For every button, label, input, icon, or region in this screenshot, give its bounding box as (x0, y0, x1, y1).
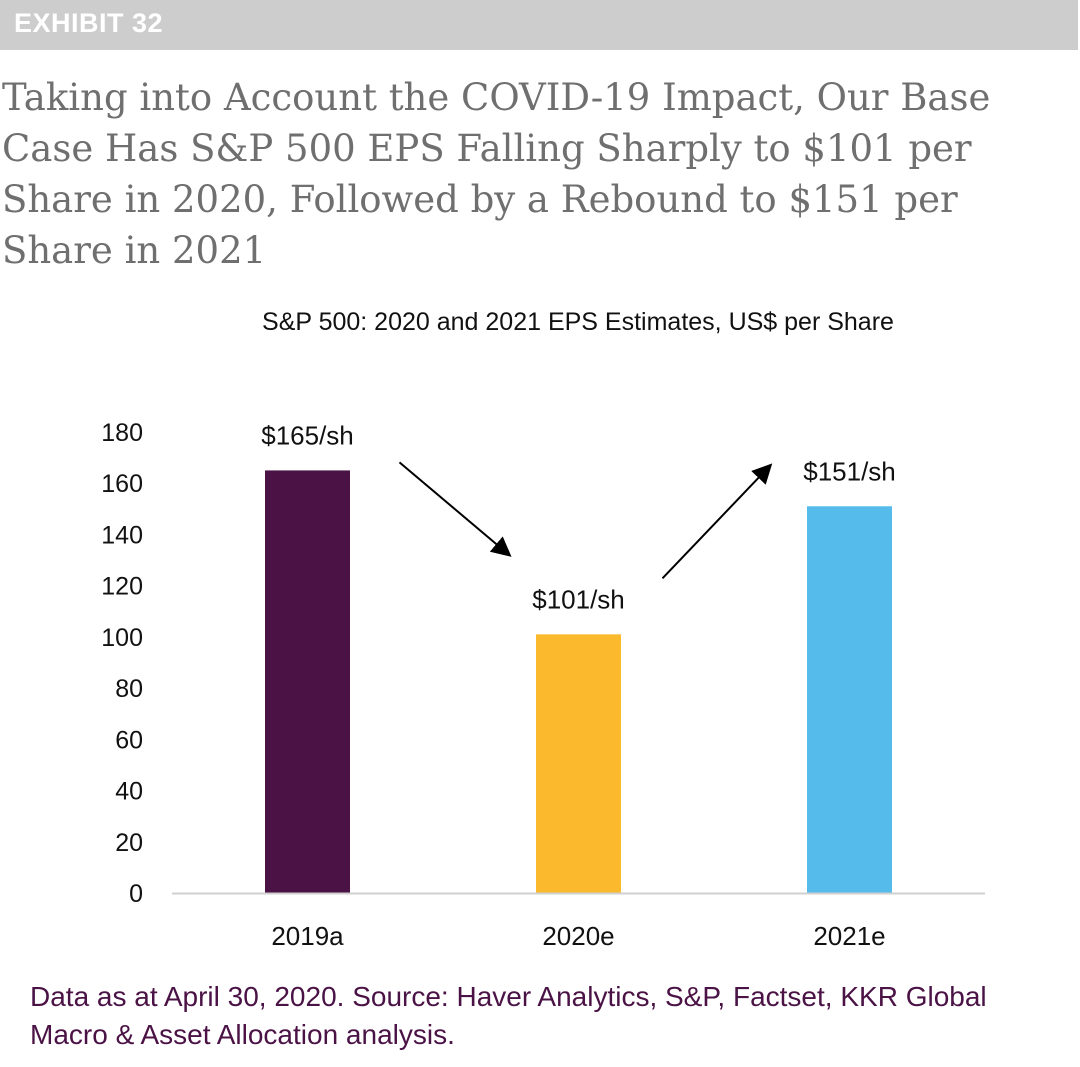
x-axis: 2019a 2020e 2021e (172, 892, 985, 951)
exhibit-label: EXHIBIT 32 (14, 8, 164, 38)
x-tick-label: 2019a (271, 921, 344, 951)
arrow-down (398, 461, 512, 557)
source-note: Data as at April 30, 2020. Source: Haver… (30, 981, 987, 1050)
y-tick-label: 160 (101, 470, 143, 498)
y-axis: 0 20 40 60 80 100 120 140 160 180 (101, 419, 143, 908)
bar-2020e (536, 634, 621, 893)
y-tick-label: 80 (115, 675, 143, 703)
bar-2019a (265, 470, 350, 893)
y-tick-label: 40 (115, 778, 143, 806)
annotations (398, 461, 773, 580)
data-label-2021e: $151/sh (803, 456, 896, 486)
data-label-2020e: $101/sh (532, 584, 625, 614)
bar-2021e (807, 506, 892, 893)
y-tick-label: 140 (101, 521, 143, 549)
y-tick-label: 0 (129, 880, 143, 908)
exhibit-banner: EXHIBIT 32 (0, 0, 1078, 50)
y-tick-label: 100 (101, 624, 143, 652)
arrow-up (661, 463, 773, 580)
bars: $165/sh $101/sh $151/sh (261, 420, 896, 893)
exhibit-title: Taking into Account the COVID-19 Impact,… (2, 76, 991, 272)
y-tick-label: 60 (115, 726, 143, 754)
x-tick-label: 2020e (542, 921, 614, 951)
x-tick-label: 2021e (813, 921, 885, 951)
chart-title: S&P 500: 2020 and 2021 EPS Estimates, US… (262, 308, 894, 336)
data-label-2019a: $165/sh (261, 420, 354, 450)
y-tick-label: 180 (101, 419, 143, 447)
y-tick-label: 20 (115, 829, 143, 857)
y-tick-label: 120 (101, 573, 143, 601)
